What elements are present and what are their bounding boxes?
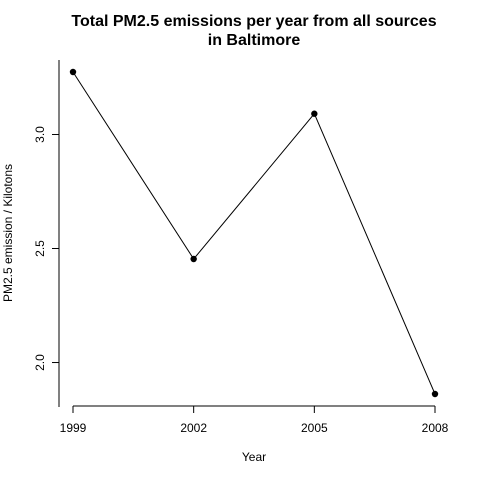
y-tick-label-2.5: 2.5 <box>33 240 47 257</box>
data-point-2008 <box>431 390 439 398</box>
x-axis-label: Year <box>242 450 266 464</box>
y-tick-label-2.0: 2.0 <box>33 354 47 371</box>
y-axis-label: PM2.5 emission / Kilotons <box>1 164 15 302</box>
x-tick-label-2002: 2002 <box>180 421 207 435</box>
data-points <box>69 68 439 398</box>
y-tick-label-3.0: 3.0 <box>33 126 47 143</box>
x-ticks: 1999 2002 2005 2008 <box>60 406 449 435</box>
data-point-2002 <box>190 255 197 263</box>
x-tick-label-2005: 2005 <box>301 421 328 435</box>
series-line <box>72 71 436 395</box>
chart-title-line-1: Total PM2.5 emissions per year from all … <box>71 13 436 30</box>
data-point-2005 <box>311 110 318 117</box>
x-tick-label-1999: 1999 <box>60 421 87 435</box>
data-point-1999 <box>69 68 77 76</box>
x-tick-label-2008: 2008 <box>422 421 449 435</box>
y-ticks: 2.0 2.5 3.0 <box>33 126 59 371</box>
chart-title-line-2: in Baltimore <box>208 32 301 49</box>
